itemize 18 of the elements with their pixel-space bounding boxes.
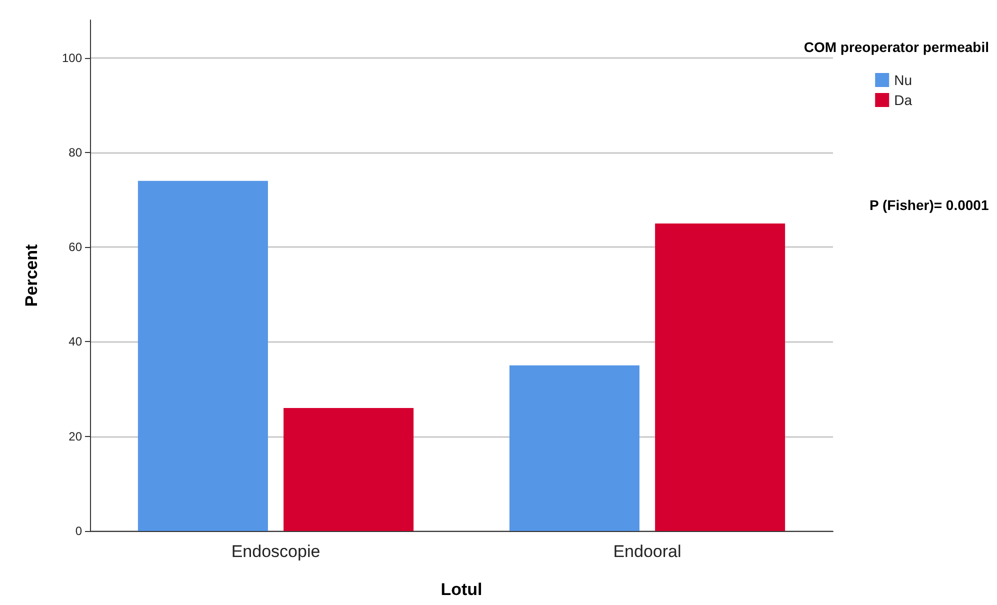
y-axis-title: Percent <box>22 244 41 307</box>
x-tick-label: Endoscopie <box>231 542 320 561</box>
bar <box>284 408 414 531</box>
x-tick-label: Endooral <box>613 542 682 561</box>
x-axis-title: Lotul <box>440 580 482 599</box>
y-tick-label: 80 <box>68 145 82 160</box>
text: P (Fisher)= 0.0001 <box>870 197 989 213</box>
bar <box>655 223 786 531</box>
legend-label: Nu <box>894 72 912 88</box>
y-tick-label: 60 <box>68 240 82 254</box>
bar <box>138 180 268 531</box>
bar <box>509 365 640 531</box>
legend-title: COM preoperator permeabil <box>804 39 990 55</box>
y-tick-label: 20 <box>68 429 82 444</box>
y-tick-label: 0 <box>75 524 82 538</box>
y-tick-label: 100 <box>62 50 82 65</box>
y-tick-label: 40 <box>68 334 82 349</box>
legend-label: Da <box>894 92 912 108</box>
